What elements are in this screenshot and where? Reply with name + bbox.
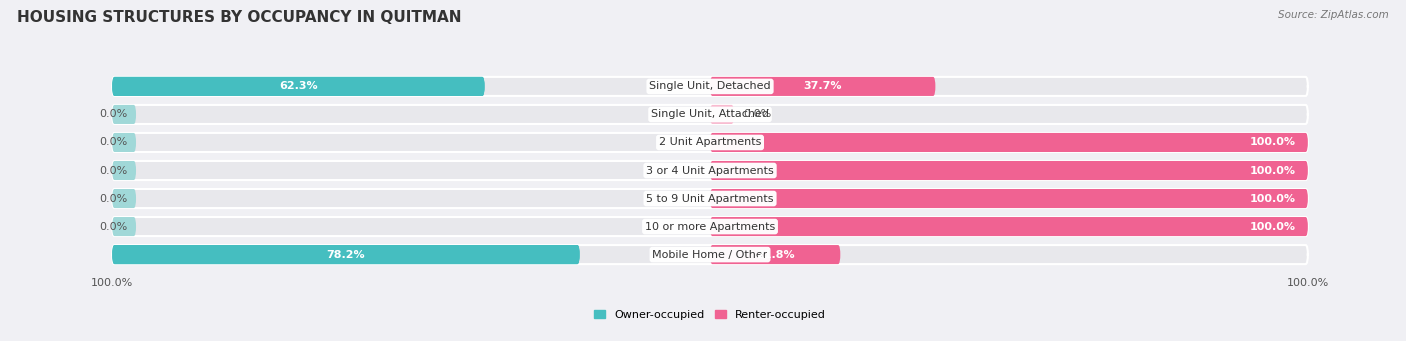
FancyBboxPatch shape (112, 133, 1308, 152)
FancyBboxPatch shape (112, 245, 579, 264)
Text: 62.3%: 62.3% (278, 81, 318, 91)
FancyBboxPatch shape (112, 245, 579, 264)
FancyBboxPatch shape (112, 77, 485, 96)
FancyBboxPatch shape (112, 189, 1308, 208)
FancyBboxPatch shape (112, 133, 136, 152)
FancyBboxPatch shape (112, 161, 1308, 180)
Text: 78.2%: 78.2% (326, 250, 366, 260)
FancyBboxPatch shape (112, 217, 136, 236)
Text: 100.0%: 100.0% (1250, 222, 1296, 232)
Text: 10 or more Apartments: 10 or more Apartments (645, 222, 775, 232)
FancyBboxPatch shape (710, 189, 1308, 208)
FancyBboxPatch shape (710, 161, 1308, 180)
Text: 100.0%: 100.0% (1250, 194, 1296, 204)
Text: 0.0%: 0.0% (98, 109, 127, 119)
Text: 21.8%: 21.8% (756, 250, 794, 260)
FancyBboxPatch shape (112, 77, 1308, 96)
Text: 100.0%: 100.0% (1250, 165, 1296, 176)
Text: 2 Unit Apartments: 2 Unit Apartments (659, 137, 761, 147)
Text: Single Unit, Attached: Single Unit, Attached (651, 109, 769, 119)
Text: 5 to 9 Unit Apartments: 5 to 9 Unit Apartments (647, 194, 773, 204)
Text: Single Unit, Detached: Single Unit, Detached (650, 81, 770, 91)
FancyBboxPatch shape (112, 217, 1308, 236)
FancyBboxPatch shape (112, 189, 136, 208)
FancyBboxPatch shape (710, 133, 1308, 152)
Text: 0.0%: 0.0% (98, 137, 127, 147)
FancyBboxPatch shape (112, 105, 1308, 124)
Text: 0.0%: 0.0% (98, 165, 127, 176)
Text: 0.0%: 0.0% (742, 109, 770, 119)
Text: 3 or 4 Unit Apartments: 3 or 4 Unit Apartments (647, 165, 773, 176)
Text: Mobile Home / Other: Mobile Home / Other (652, 250, 768, 260)
FancyBboxPatch shape (710, 105, 734, 124)
Text: 0.0%: 0.0% (98, 222, 127, 232)
Text: 37.7%: 37.7% (803, 81, 842, 91)
FancyBboxPatch shape (710, 217, 1308, 236)
Text: Source: ZipAtlas.com: Source: ZipAtlas.com (1278, 10, 1389, 20)
FancyBboxPatch shape (710, 245, 841, 264)
FancyBboxPatch shape (112, 77, 485, 96)
Text: 0.0%: 0.0% (98, 194, 127, 204)
FancyBboxPatch shape (112, 105, 136, 124)
FancyBboxPatch shape (112, 245, 1308, 264)
FancyBboxPatch shape (710, 77, 935, 96)
FancyBboxPatch shape (112, 161, 136, 180)
Text: 100.0%: 100.0% (1250, 137, 1296, 147)
Text: HOUSING STRUCTURES BY OCCUPANCY IN QUITMAN: HOUSING STRUCTURES BY OCCUPANCY IN QUITM… (17, 10, 461, 25)
Legend: Owner-occupied, Renter-occupied: Owner-occupied, Renter-occupied (589, 306, 831, 325)
